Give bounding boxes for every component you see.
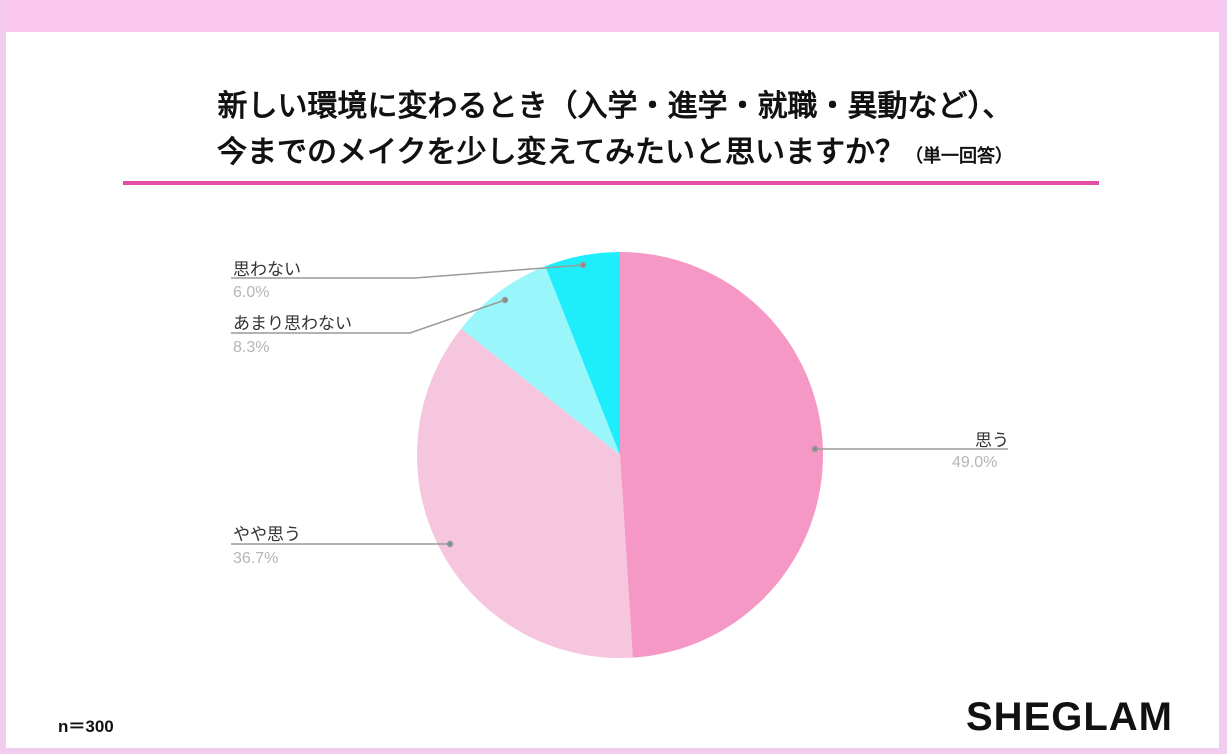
sample-size: n＝300	[58, 717, 114, 736]
slice-omou	[620, 252, 823, 658]
brand-logo: SHEGLAM	[966, 695, 1173, 739]
pct-omowanai: 6.0%	[233, 284, 270, 301]
label-yaya-omou: やや思う	[233, 525, 301, 545]
label-amari-omowanai: あまり思わない	[233, 314, 352, 334]
label-omowanai: 思わない	[233, 260, 301, 280]
pct-omou: 49.0%	[952, 454, 998, 471]
chart-title: 新しい環境に変わるとき（入学・進学・就職・異動など）、 今までのメイクを少し変え…	[120, 84, 1110, 180]
leader-amari-omowanai	[231, 299, 506, 334]
slice-omowanai	[545, 252, 620, 455]
pct-yaya-omou: 36.7%	[233, 550, 279, 567]
leader-omowanai	[231, 264, 584, 279]
slice-yaya-omou	[416, 328, 633, 658]
title-underline	[123, 181, 1099, 185]
title-line-2: 今までのメイクを少し変えてみたいと思いますか？（単一回答）	[217, 135, 1013, 170]
answer-type: （単一回答）	[904, 146, 1013, 167]
slice-amari-omowanai	[461, 266, 620, 455]
top-band	[6, 0, 1219, 32]
title-line-1: 新しい環境に変わるとき（入学・進学・就職・異動など）、	[217, 89, 1013, 124]
label-omou: 思う	[975, 431, 1009, 451]
pct-amari-omowanai: 8.3%	[233, 339, 270, 356]
